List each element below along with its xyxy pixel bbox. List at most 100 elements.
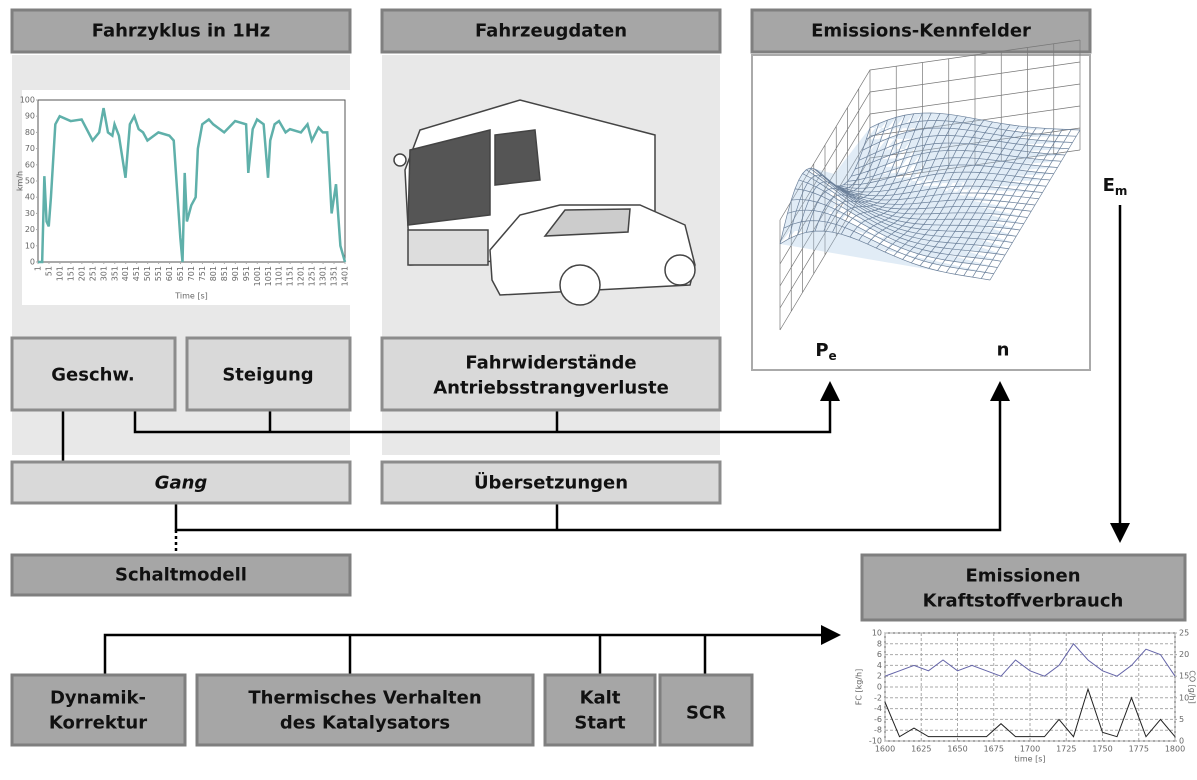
x-tick-label: 1 xyxy=(34,266,43,271)
y-tick-label: 2 xyxy=(877,672,882,681)
y2-tick-label: 5 xyxy=(1179,715,1184,724)
y-tick-label: 20 xyxy=(25,225,35,234)
box-text: Start xyxy=(574,713,626,734)
x-tick-label: 1775 xyxy=(1129,745,1149,754)
box-text: Dynamik- xyxy=(50,688,146,709)
label-sub: m xyxy=(1115,184,1128,198)
x-tick-label: 251 xyxy=(88,266,97,281)
surface-plot xyxy=(779,39,1081,331)
surface-frame xyxy=(779,39,1081,331)
box xyxy=(10,673,187,747)
x-tick-label: 401 xyxy=(121,266,130,281)
x-tick-label: 501 xyxy=(143,266,152,281)
y-tick-label: 4 xyxy=(877,661,882,670)
x-tick-label: 1600 xyxy=(875,745,895,754)
y-tick-label: -8 xyxy=(874,726,882,735)
y-tick-label: 100 xyxy=(20,96,35,105)
axis-label: Em xyxy=(1103,175,1128,199)
box xyxy=(543,673,657,747)
x-tick-label: 201 xyxy=(77,266,86,281)
y-tick-label: 0 xyxy=(30,258,35,267)
x-tick-label: 1101 xyxy=(275,266,284,286)
y2-tick-label: 20 xyxy=(1179,650,1189,659)
vehicle-illustration xyxy=(393,99,696,306)
box-text: Thermisches Verhalten xyxy=(248,688,481,709)
label-main: P xyxy=(815,340,828,361)
y-tick-label: 10 xyxy=(25,241,35,250)
box-text: des Katalysators xyxy=(280,713,450,734)
connectors xyxy=(61,205,1130,675)
x-axis-label: Time [s] xyxy=(174,292,208,301)
y-tick-label: 50 xyxy=(25,177,35,186)
x-tick-label: 101 xyxy=(55,266,64,281)
x-tick-label: 1151 xyxy=(286,266,295,286)
y-tick-label: -2 xyxy=(874,693,882,702)
y-tick-label: 0 xyxy=(877,683,882,692)
x-tick-label: 451 xyxy=(132,266,141,281)
y-tick-label: 90 xyxy=(25,112,35,121)
x-tick-label: 751 xyxy=(198,266,207,281)
x-tick-label: 1725 xyxy=(1056,745,1076,754)
data-line xyxy=(884,687,1176,738)
y-tick-label: 40 xyxy=(25,193,35,202)
header-text: Fahrzeugdaten xyxy=(475,21,627,42)
y-tick-label: -6 xyxy=(874,715,882,724)
y2-tick-label: 10 xyxy=(1179,693,1189,702)
box-text: Gang xyxy=(155,473,208,494)
y-tick-label: -4 xyxy=(874,704,882,713)
x-tick-label: 651 xyxy=(176,266,185,281)
x-tick-label: 301 xyxy=(99,266,108,281)
x-tick-label: 151 xyxy=(66,266,75,281)
x-tick-label: 951 xyxy=(242,266,251,281)
y-tick-label: 10 xyxy=(872,629,882,638)
box-text: SCR xyxy=(686,703,726,724)
x-tick-label: 1051 xyxy=(264,266,273,286)
box xyxy=(185,336,352,412)
header xyxy=(10,553,352,597)
x-tick-label: 1750 xyxy=(1092,745,1112,754)
x-tick-label: 1675 xyxy=(984,745,1004,754)
box-text: Korrektur xyxy=(49,713,147,734)
header xyxy=(380,8,722,54)
x-tick-label: 1401 xyxy=(341,266,350,286)
x-axis-label: time [s] xyxy=(1014,755,1045,764)
y2-tick-label: 0 xyxy=(1179,737,1184,746)
y-tick-label: 60 xyxy=(25,160,35,169)
surface-mesh xyxy=(779,112,1081,281)
x-tick-label: 701 xyxy=(187,266,196,281)
y-tick-label: 30 xyxy=(25,209,35,218)
header xyxy=(10,8,352,54)
box-text: Fahrwiderstände xyxy=(465,353,636,374)
data-line xyxy=(884,642,1176,677)
y-axis-label: km/h xyxy=(16,171,25,191)
box-text: Antriebsstrangverluste xyxy=(433,378,669,399)
box-text: Steigung xyxy=(222,365,313,386)
y-tick-label: 6 xyxy=(877,650,882,659)
box xyxy=(380,336,722,412)
box-text: Kalt xyxy=(580,688,621,709)
box xyxy=(10,460,352,505)
x-tick-label: 601 xyxy=(165,266,174,281)
x-tick-label: 1625 xyxy=(911,745,931,754)
x-tick-label: 1650 xyxy=(947,745,967,754)
x-tick-label: 1251 xyxy=(308,266,317,286)
header-text: Schaltmodell xyxy=(115,565,247,586)
y2-axis-label: CO [g/h] xyxy=(1188,670,1197,704)
plot-area xyxy=(37,99,346,263)
box xyxy=(658,673,754,747)
x-tick-label: 551 xyxy=(154,266,163,281)
box xyxy=(380,460,722,505)
data-line xyxy=(38,107,347,264)
label-main: E xyxy=(1103,175,1115,196)
y2-tick-label: 15 xyxy=(1179,672,1189,681)
x-tick-label: 1201 xyxy=(297,266,306,286)
x-tick-label: 1351 xyxy=(330,266,339,286)
x-tick-label: 1700 xyxy=(1020,745,1040,754)
axis-label: n xyxy=(997,340,1010,361)
header-text: Fahrzyklus in 1Hz xyxy=(92,21,271,42)
panel xyxy=(751,54,1091,371)
box-text: Geschw. xyxy=(51,365,135,386)
